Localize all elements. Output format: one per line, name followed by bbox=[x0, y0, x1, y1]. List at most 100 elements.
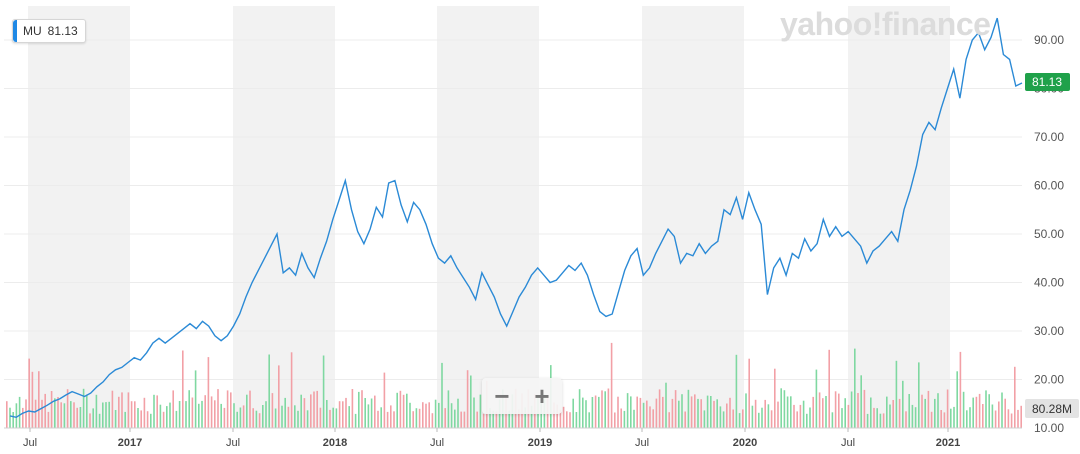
volume-bar bbox=[95, 394, 98, 428]
y-tick-label: 50.00 bbox=[1034, 227, 1064, 241]
volume-bar bbox=[617, 396, 619, 428]
volume-bar bbox=[274, 408, 277, 428]
volume-bar bbox=[950, 408, 952, 428]
volume-bar bbox=[569, 412, 571, 428]
ticker-legend[interactable]: MU 81.13 bbox=[12, 19, 86, 43]
volume-bar bbox=[447, 390, 450, 428]
volume-bar bbox=[1001, 392, 1003, 428]
volume-bar bbox=[754, 399, 757, 428]
zoom-controls: − + bbox=[482, 378, 562, 414]
volume-bar bbox=[457, 398, 459, 428]
x-tick-label: 2018 bbox=[323, 437, 347, 449]
y-axis: 20.0030.0040.0050.0060.0070.0080.0090.00… bbox=[1034, 33, 1064, 435]
volume-bar bbox=[188, 390, 190, 428]
volume-bar bbox=[342, 401, 344, 428]
volume-bar bbox=[70, 401, 72, 428]
x-tick-label: 2017 bbox=[118, 437, 142, 449]
volume-bar bbox=[828, 349, 830, 428]
volume-bar bbox=[38, 371, 40, 428]
volume-bar bbox=[156, 395, 158, 428]
volume-bar bbox=[50, 391, 53, 428]
volume-bar bbox=[63, 403, 66, 428]
volume-bar bbox=[562, 406, 565, 428]
volume-bar bbox=[262, 405, 264, 428]
volume-bar bbox=[210, 396, 213, 428]
volume-bar bbox=[380, 407, 382, 428]
volume-bar bbox=[297, 410, 299, 428]
volume-bar bbox=[1007, 409, 1010, 428]
volume-badge-bg bbox=[1025, 399, 1079, 418]
volume-bar bbox=[726, 403, 728, 428]
volume-bar bbox=[214, 400, 216, 428]
volume-bar bbox=[806, 413, 808, 428]
volume-bar bbox=[361, 390, 363, 428]
volume-bar bbox=[572, 398, 574, 428]
volume-bar bbox=[399, 390, 402, 428]
volume-bar bbox=[978, 393, 981, 428]
x-tick-label: Jul bbox=[635, 437, 649, 449]
volume-bar bbox=[108, 401, 110, 428]
volume-bar bbox=[642, 402, 645, 428]
volume-bar bbox=[719, 406, 722, 428]
price-badge-bg bbox=[1025, 73, 1070, 91]
volume-bar bbox=[620, 408, 622, 428]
volume-bar bbox=[44, 393, 46, 428]
volume-bar bbox=[137, 408, 139, 428]
volume-bar bbox=[390, 405, 392, 428]
volume-bar bbox=[76, 407, 78, 428]
volume-bar bbox=[524, 407, 526, 428]
volume-bar bbox=[412, 411, 414, 428]
x-tick-label: 2020 bbox=[733, 437, 757, 449]
volume-bar bbox=[866, 413, 869, 428]
volume-bar bbox=[591, 397, 594, 428]
volume-bar bbox=[265, 401, 267, 428]
volume-bar bbox=[921, 394, 923, 428]
volume-bar bbox=[396, 392, 398, 428]
volume-bar bbox=[844, 398, 846, 428]
volume-bar bbox=[812, 396, 814, 428]
volume-bar bbox=[143, 397, 146, 428]
price-badge: 81.13 bbox=[1032, 75, 1062, 89]
volume-bar bbox=[431, 413, 434, 428]
volume-bar bbox=[150, 413, 152, 428]
volume-bar bbox=[31, 371, 34, 428]
y-tick-label: 30.00 bbox=[1034, 324, 1064, 338]
volume-bar bbox=[54, 398, 56, 428]
volume-bar bbox=[1020, 405, 1022, 428]
volume-bar bbox=[169, 402, 171, 428]
volume-bar bbox=[678, 400, 680, 428]
volume-bar bbox=[92, 408, 94, 428]
volume-bar bbox=[578, 389, 581, 428]
volume-bar bbox=[466, 370, 469, 428]
zoom-out-button[interactable]: − bbox=[494, 381, 510, 411]
horizontal-gridlines bbox=[4, 39, 1022, 380]
volume-bar bbox=[918, 362, 920, 428]
volume-bar bbox=[742, 409, 744, 428]
volume-bar bbox=[463, 411, 466, 428]
axis-badges: 81.13 80.28M bbox=[1025, 73, 1079, 418]
y-tick-label: 70.00 bbox=[1034, 130, 1064, 144]
volume-bar bbox=[118, 396, 120, 428]
volume-bar bbox=[681, 394, 683, 428]
volume-bar bbox=[588, 412, 590, 428]
volume-bar bbox=[191, 397, 194, 428]
volume-bar bbox=[178, 401, 181, 428]
x-tick-label: Jul bbox=[23, 437, 37, 449]
zoom-in-button[interactable]: + bbox=[534, 381, 550, 411]
period-band bbox=[28, 6, 130, 428]
volume-bar bbox=[159, 404, 162, 428]
volume-bar bbox=[146, 411, 149, 428]
volume-bar bbox=[895, 360, 898, 428]
volume-bar bbox=[111, 390, 114, 428]
series-color-swatch bbox=[13, 20, 17, 42]
volume-bar bbox=[428, 402, 430, 428]
volume-bar bbox=[937, 393, 939, 428]
volume-bar bbox=[386, 411, 389, 428]
volume-bar bbox=[351, 389, 354, 428]
volume-bar bbox=[281, 405, 283, 428]
volume-bar bbox=[290, 352, 293, 428]
volume-bar bbox=[402, 394, 405, 428]
volume-bar bbox=[908, 394, 910, 428]
volume-bar bbox=[604, 391, 606, 428]
